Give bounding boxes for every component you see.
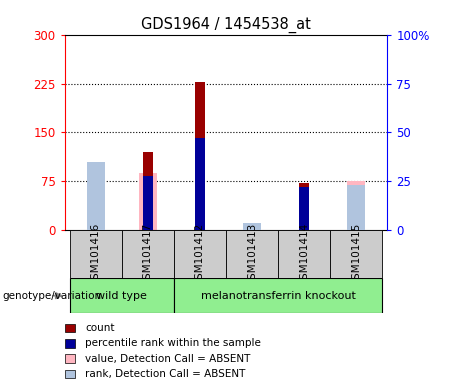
Bar	[87, 165, 105, 230]
Bar	[174, 230, 226, 278]
Text: percentile rank within the sample: percentile rank within the sample	[85, 338, 261, 348]
Bar	[347, 182, 365, 230]
Text: melanotransferrin knockout: melanotransferrin knockout	[201, 291, 355, 301]
Bar	[174, 278, 382, 313]
Bar	[70, 278, 174, 313]
Bar	[299, 183, 309, 230]
Text: count: count	[85, 323, 115, 333]
Bar	[226, 230, 278, 278]
Title: GDS1964 / 1454538_at: GDS1964 / 1454538_at	[141, 17, 311, 33]
Bar	[139, 173, 157, 230]
Bar	[195, 138, 205, 230]
Bar	[278, 230, 330, 278]
Bar	[143, 152, 153, 230]
Bar	[299, 187, 309, 230]
Text: GSM101412: GSM101412	[195, 223, 205, 286]
Bar	[243, 223, 261, 230]
Text: GSM101415: GSM101415	[351, 223, 361, 286]
Text: rank, Detection Call = ABSENT: rank, Detection Call = ABSENT	[85, 369, 246, 379]
Bar	[122, 230, 174, 278]
Bar	[243, 227, 261, 230]
Bar	[330, 230, 382, 278]
Bar	[70, 230, 122, 278]
Bar	[195, 81, 205, 230]
Bar	[143, 175, 153, 230]
Text: wild type: wild type	[96, 291, 147, 301]
Bar	[347, 185, 365, 230]
Text: GSM101414: GSM101414	[299, 223, 309, 286]
Text: GSM101417: GSM101417	[143, 223, 153, 286]
Text: genotype/variation: genotype/variation	[2, 291, 101, 301]
Text: GSM101416: GSM101416	[91, 223, 101, 286]
Text: GSM101413: GSM101413	[247, 223, 257, 286]
Text: value, Detection Call = ABSENT: value, Detection Call = ABSENT	[85, 354, 251, 364]
Bar	[87, 162, 105, 230]
